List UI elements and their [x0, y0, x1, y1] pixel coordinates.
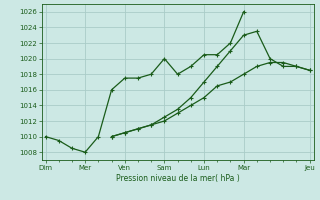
- X-axis label: Pression niveau de la mer( hPa ): Pression niveau de la mer( hPa ): [116, 174, 239, 183]
